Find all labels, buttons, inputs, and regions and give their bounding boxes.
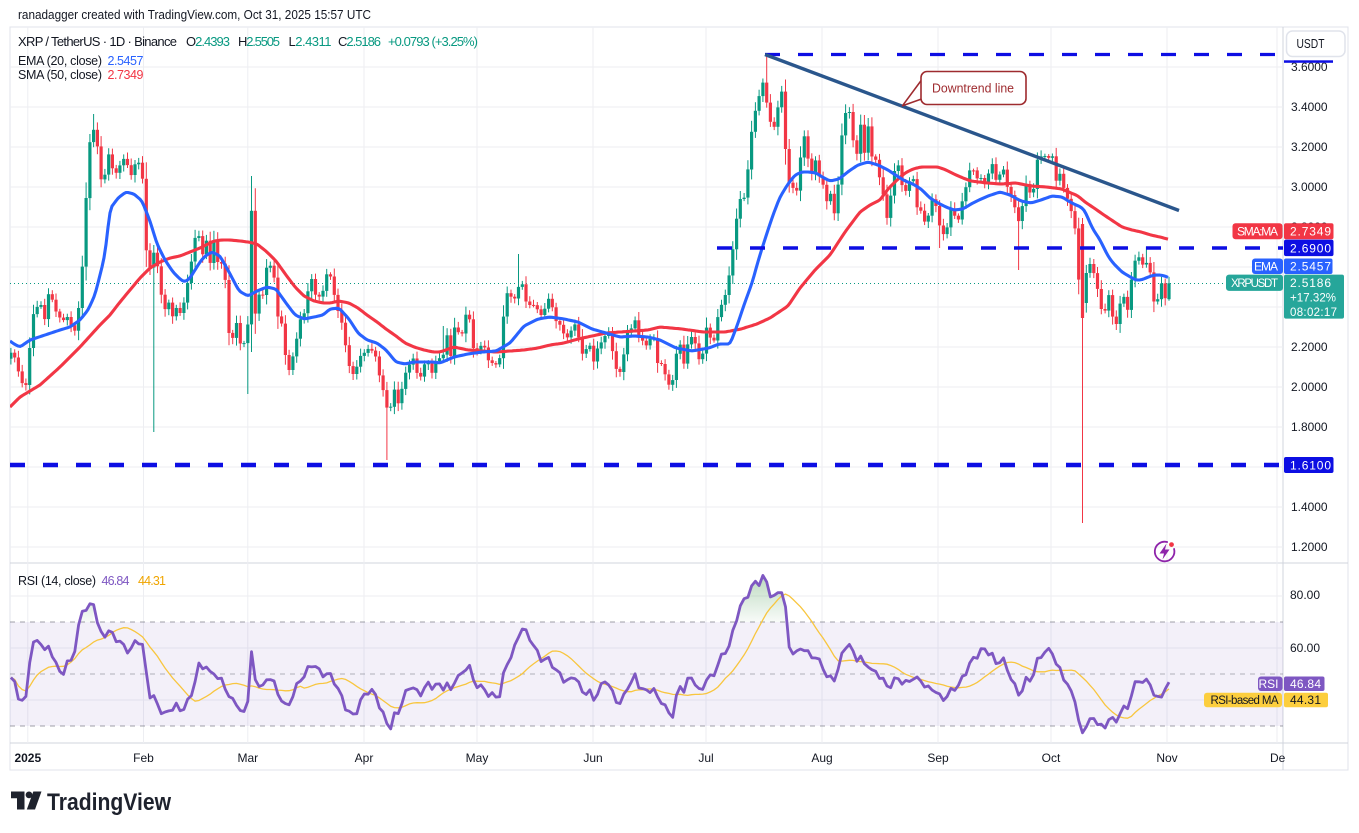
svg-text:3.0000: 3.0000 xyxy=(1291,180,1328,194)
svg-text:46.84: 46.84 xyxy=(1290,677,1321,691)
svg-text:EMA: EMA xyxy=(1254,260,1278,274)
svg-text:Nov: Nov xyxy=(1156,751,1177,765)
svg-text:2.5457: 2.5457 xyxy=(108,54,144,68)
svg-text:+17.32%: +17.32% xyxy=(1290,293,1336,305)
svg-text:De: De xyxy=(1270,751,1286,765)
svg-text:Downtrend line: Downtrend line xyxy=(932,81,1014,96)
svg-text:3.6000: 3.6000 xyxy=(1291,60,1328,74)
svg-text:2.7349: 2.7349 xyxy=(108,68,144,82)
svg-text:2.0000: 2.0000 xyxy=(1291,380,1328,394)
svg-text:1.4000: 1.4000 xyxy=(1291,500,1328,514)
svg-text:SMA:MA: SMA:MA xyxy=(1237,224,1278,238)
svg-text:2.5186: 2.5186 xyxy=(1290,276,1331,290)
svg-text:L2.4311: L2.4311 xyxy=(289,34,332,49)
svg-text:44.31: 44.31 xyxy=(1290,693,1321,707)
svg-text:Jun: Jun xyxy=(583,751,602,765)
svg-text:Aug: Aug xyxy=(811,751,832,765)
svg-text:3.4000: 3.4000 xyxy=(1291,100,1328,114)
svg-text:2.2000: 2.2000 xyxy=(1291,340,1328,354)
svg-text:2.6900: 2.6900 xyxy=(1290,242,1331,256)
svg-text:2.5457: 2.5457 xyxy=(1290,260,1331,274)
svg-text:Apr: Apr xyxy=(355,751,374,765)
svg-text:44.31: 44.31 xyxy=(138,574,166,588)
svg-text:RSI (14, close): RSI (14, close) xyxy=(18,574,96,588)
svg-text:Feb: Feb xyxy=(133,751,154,765)
svg-text:1.2000: 1.2000 xyxy=(1291,540,1328,554)
svg-text:1.6100: 1.6100 xyxy=(1290,459,1331,473)
svg-text:H2.5505: H2.5505 xyxy=(238,34,280,49)
svg-text:XRPUSDT: XRPUSDT xyxy=(1231,278,1278,290)
svg-text:1.8000: 1.8000 xyxy=(1291,420,1328,434)
svg-text:ranadagger created with Tradin: ranadagger created with TradingView.com,… xyxy=(18,7,371,22)
svg-text:XRP / TetherUS · 1D · Binance: XRP / TetherUS · 1D · Binance xyxy=(18,34,177,49)
svg-text:EMA (20, close): EMA (20, close) xyxy=(18,54,102,68)
svg-text:RSI-based MA: RSI-based MA xyxy=(1211,695,1279,707)
svg-text:Sep: Sep xyxy=(927,751,949,765)
svg-text:08:02:17: 08:02:17 xyxy=(1290,307,1337,319)
svg-text:Oct: Oct xyxy=(1042,751,1061,765)
svg-text:SMA (50, close): SMA (50, close) xyxy=(18,68,102,82)
svg-text:O2.4393: O2.4393 xyxy=(186,34,230,49)
svg-text:60.00: 60.00 xyxy=(1290,641,1320,655)
svg-text:TradingView: TradingView xyxy=(47,789,172,816)
svg-text:46.84: 46.84 xyxy=(102,574,130,588)
svg-text:Mar: Mar xyxy=(237,751,258,765)
svg-text:USDT: USDT xyxy=(1297,36,1325,51)
svg-text:May: May xyxy=(466,751,489,765)
svg-text:3.2000: 3.2000 xyxy=(1291,140,1328,154)
svg-text:RSI: RSI xyxy=(1259,677,1279,691)
svg-text:2025: 2025 xyxy=(14,751,41,765)
svg-text:2.7349: 2.7349 xyxy=(1290,224,1331,238)
svg-text:+0.0793 (+3.25%): +0.0793 (+3.25%) xyxy=(388,34,478,49)
svg-text:C2.5186: C2.5186 xyxy=(338,34,381,49)
svg-text:80.00: 80.00 xyxy=(1290,588,1320,602)
svg-text:Jul: Jul xyxy=(698,751,713,765)
